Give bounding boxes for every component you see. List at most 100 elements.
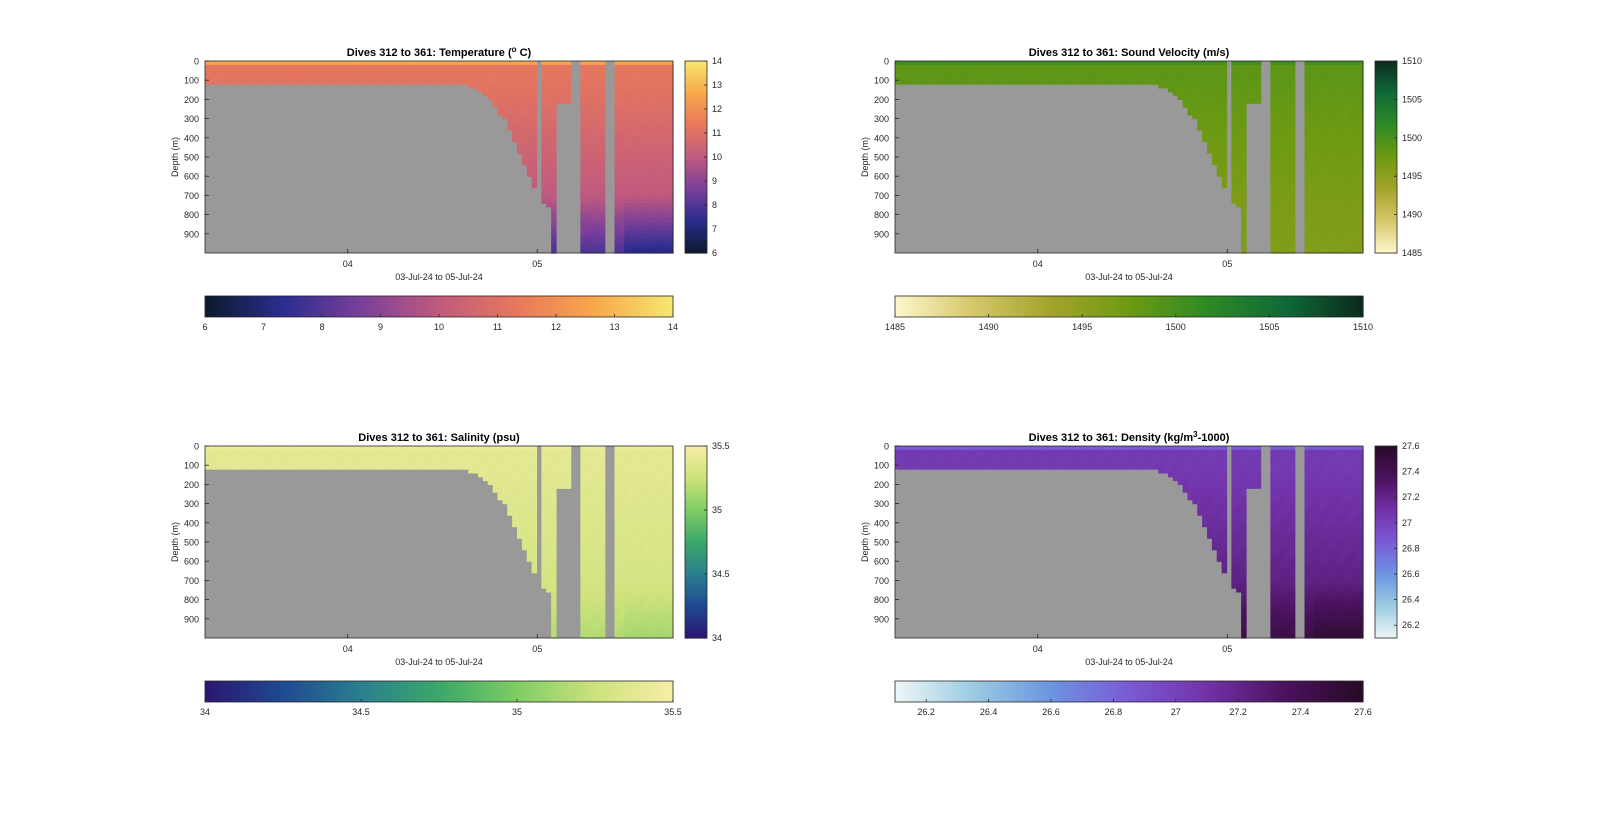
heatmap-cell	[658, 84, 663, 88]
heatmap-cell	[502, 446, 507, 450]
heatmap-cell	[488, 465, 493, 469]
heatmap-cell	[590, 230, 595, 234]
heatmap-cell	[644, 84, 649, 88]
heatmap-cell	[1334, 230, 1339, 234]
heatmap-cell	[546, 153, 551, 157]
heatmap-cell	[1041, 69, 1046, 73]
heatmap-cell	[502, 103, 507, 107]
heatmap-cell	[327, 65, 332, 69]
heatmap-cell	[580, 145, 585, 149]
hcolorbar-segment	[1043, 296, 1048, 317]
hcolorbar-segment	[1000, 296, 1005, 317]
heatmap-cell	[1183, 69, 1188, 73]
heatmap-cell	[473, 69, 478, 73]
heatmap-cell	[619, 481, 624, 485]
heatmap-cell	[225, 65, 230, 69]
heatmap-cell	[585, 481, 590, 485]
hcolorbar-segment	[1004, 296, 1009, 317]
heatmap-cell	[1183, 99, 1188, 103]
heatmap-cell	[590, 454, 595, 458]
heatmap-cell	[541, 454, 546, 458]
heatmap-cell	[1339, 230, 1344, 234]
heatmap-cell	[619, 203, 624, 207]
heatmap-cell	[654, 211, 659, 215]
heatmap-cell	[332, 454, 337, 458]
heatmap-cell	[1319, 199, 1324, 203]
heatmap-cell	[634, 450, 639, 454]
heatmap-cell	[1129, 65, 1134, 69]
heatmap-cell	[429, 69, 434, 73]
heatmap-cell	[639, 461, 644, 465]
heatmap-cell	[259, 458, 264, 462]
heatmap-cell	[434, 450, 439, 454]
heatmap-cell	[1270, 199, 1275, 203]
heatmap-cell	[1256, 80, 1261, 84]
heatmap-cell	[532, 515, 537, 519]
heatmap-cell	[415, 65, 420, 69]
heatmap-cell	[385, 76, 390, 80]
heatmap-cell	[595, 550, 600, 554]
heatmap-cell	[229, 80, 234, 84]
heatmap-cell	[580, 195, 585, 199]
heatmap-cell	[1202, 92, 1207, 96]
heatmap-cell	[649, 130, 654, 134]
heatmap-cell	[624, 484, 629, 488]
heatmap-cell	[483, 454, 488, 458]
heatmap-cell	[1334, 115, 1339, 119]
heatmap-cell	[580, 126, 585, 130]
heatmap-cell	[595, 450, 600, 454]
heatmap-cell	[1348, 192, 1353, 196]
heatmap-cell	[624, 611, 629, 615]
heatmap-cell	[1012, 76, 1017, 80]
heatmap-cell	[468, 61, 473, 65]
heatmap-cell	[590, 61, 595, 65]
heatmap-cell	[527, 84, 532, 88]
heatmap-cell	[658, 218, 663, 222]
heatmap-cell	[634, 126, 639, 130]
hcolorbar-segment	[1316, 296, 1321, 317]
heatmap-cell	[1256, 92, 1261, 96]
heatmap-cell	[644, 596, 649, 600]
heatmap-cell	[1217, 134, 1222, 138]
heatmap-cell	[639, 469, 644, 473]
heatmap-cell	[512, 461, 517, 465]
heatmap-cell	[561, 73, 566, 77]
heatmap-cell	[385, 458, 390, 462]
heatmap-cell	[556, 461, 561, 465]
heatmap-cell	[1285, 65, 1290, 69]
heatmap-cell	[351, 65, 356, 69]
heatmap-cell	[527, 96, 532, 100]
heatmap-cell	[585, 569, 590, 573]
heatmap-cell	[1217, 119, 1222, 123]
heatmap-cell	[595, 169, 600, 173]
heatmap-cell	[1353, 119, 1358, 123]
heatmap-cell	[1280, 76, 1285, 80]
heatmap-cell	[483, 65, 488, 69]
chart-panel-1: Dives 312 to 361: Sound Velocity (m/s)01…	[860, 47, 1422, 332]
heatmap-cell	[634, 458, 639, 462]
heatmap-cell	[541, 99, 546, 103]
heatmap-cell	[629, 534, 634, 538]
heatmap-cell	[1158, 65, 1163, 69]
heatmap-cell	[1183, 96, 1188, 100]
hcolorbar-segment	[213, 296, 218, 317]
heatmap-cell	[580, 626, 585, 630]
heatmap-cell	[415, 61, 420, 65]
heatmap-cell	[654, 134, 659, 138]
heatmap-cell	[1212, 99, 1217, 103]
heatmap-cell	[546, 157, 551, 161]
heatmap-cell	[644, 76, 649, 80]
heatmap-cell	[639, 573, 644, 577]
heatmap-cell	[1348, 211, 1353, 215]
heatmap-cell	[1046, 65, 1051, 69]
heatmap-cell	[556, 446, 561, 450]
heatmap-cell	[615, 84, 620, 88]
heatmap-cell	[512, 450, 517, 454]
heatmap-cell	[590, 515, 595, 519]
heatmap-cell	[595, 530, 600, 534]
heatmap-cell	[551, 111, 556, 115]
heatmap-cell	[278, 61, 283, 65]
heatmap-cell	[590, 103, 595, 107]
heatmap-cell	[1305, 184, 1310, 188]
heatmap-cell	[1285, 180, 1290, 184]
